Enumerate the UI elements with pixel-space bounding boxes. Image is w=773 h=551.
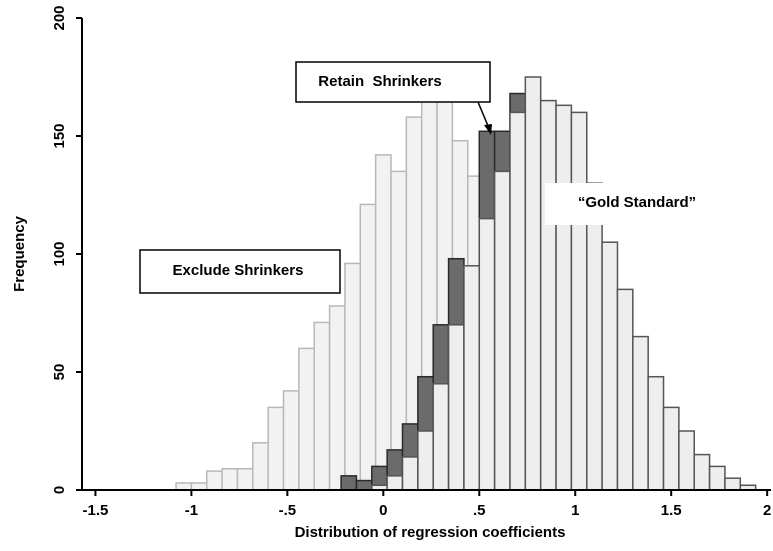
x-tick-label: -.5: [279, 502, 297, 519]
histogram-bar: [647, 375, 665, 491]
x-tick-label: .5: [473, 502, 486, 519]
histogram-bar: [267, 406, 285, 491]
histogram-bar: [252, 442, 269, 491]
histogram-bar: [662, 406, 680, 491]
histogram-bar: [417, 430, 434, 491]
histogram-bar: [221, 468, 239, 491]
y-tick-label: 0: [51, 486, 68, 494]
histogram-bar: [282, 390, 300, 491]
histogram-bar: [313, 321, 331, 491]
histogram-bar: [509, 111, 527, 491]
histogram-bar: [524, 76, 542, 491]
histogram-bar: [386, 475, 404, 491]
annotation: Retain Shrinkers: [318, 73, 441, 90]
histogram-bar: [374, 154, 392, 491]
annotation: Exclude Shrinkers: [173, 262, 304, 279]
x-tick-label: 2: [763, 502, 771, 519]
histogram-bar: [539, 99, 557, 491]
histogram-bar: [190, 482, 208, 491]
histogram-bar: [601, 241, 619, 491]
histogram-bar: [447, 324, 465, 491]
histogram-bar: [678, 430, 695, 491]
x-tick-label: 0: [379, 502, 387, 519]
x-tick-label: 1.5: [661, 502, 682, 519]
histogram-bar: [632, 335, 649, 491]
x-tick-label: -1.5: [83, 502, 109, 519]
y-tick-label: 200: [51, 5, 68, 30]
histogram-bar: [724, 477, 742, 491]
histogram-bar: [340, 475, 358, 491]
histogram-bar: [328, 305, 346, 491]
histogram-bar: [478, 217, 496, 491]
histogram-bar: [616, 288, 634, 491]
histogram-bar: [493, 170, 511, 491]
histogram-bar: [586, 182, 603, 491]
histogram-bar: [693, 453, 711, 491]
histogram-bar: [555, 104, 573, 491]
annotation-box: [139, 249, 341, 294]
arrow-head: [484, 124, 492, 135]
histogram-bar: [432, 383, 450, 491]
y-tick-label: 150: [51, 123, 68, 148]
histogram-bar: [355, 479, 373, 491]
x-tick-label: -1: [185, 502, 198, 519]
histogram-bar: [298, 347, 315, 491]
histogram-bar: [570, 111, 588, 491]
annotation: “Gold Standard”: [578, 194, 696, 211]
histogram-bar: [236, 468, 254, 491]
histogram-bar: [401, 456, 419, 491]
annotation-box: [295, 61, 491, 103]
x-axis-title: Distribution of regression coefficients: [295, 524, 566, 541]
y-tick-label: 100: [51, 241, 68, 266]
y-axis-title: Frequency: [11, 215, 28, 292]
histogram-bar: [463, 265, 481, 491]
annotation-box: [545, 183, 741, 225]
histogram-bar: [175, 482, 193, 491]
histogram-bar: [708, 465, 726, 491]
y-tick-label: 50: [51, 364, 68, 381]
histogram-bar: [205, 470, 223, 491]
x-tick-label: 1: [571, 502, 579, 519]
histogram-bar: [344, 262, 362, 491]
histogram-bar: [359, 203, 377, 491]
